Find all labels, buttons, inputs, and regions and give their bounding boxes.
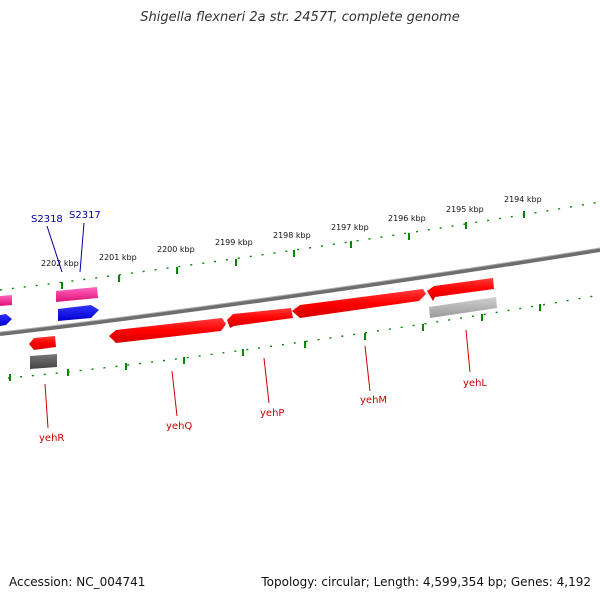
kbp-label: 2199 kbp [215,238,253,247]
feature-blue-left [0,314,12,326]
kbp-label: 2194 kbp [504,195,542,204]
gene-label-yehQ: yehQ [166,421,192,432]
gene-yehL-arrow [427,278,494,301]
genome-backbone-highlight [0,247,600,333]
map-title: Shigella flexneri 2a str. 2457T, complet… [140,10,460,25]
kbp-label: 2195 kbp [446,205,484,214]
leader-lines-blue [46,222,85,273]
gene-yehP-arrow [227,308,293,328]
gene-yehM-arrow [292,289,426,318]
gene-label-yehL: yehL [463,378,487,389]
kbp-label: 2196 kbp [388,214,426,223]
feature-pink-s2317 [56,287,98,302]
feature-blue-s2318 [58,305,99,321]
inner-tick-track [7,294,600,379]
kbp-label: 2197 kbp [331,223,369,232]
kbp-label: 2202 kbp [41,259,79,268]
gene-label-S2318: S2318 [31,214,63,225]
kbp-label: 2200 kbp [157,245,195,254]
inner-major-ticks [9,304,541,381]
kbp-label: 2201 kbp [99,253,137,262]
genome-backbone [0,248,600,336]
accession-text: Accession: NC_004741 [9,575,146,589]
gene-label-S2317: S2317 [69,210,101,221]
feature-darkgray-yehR [30,354,57,369]
leader-lines-red [44,329,471,429]
gene-yehR-arrow [29,336,56,350]
gene-yehQ-arrow [109,318,226,343]
feature-gray-yehL [429,297,497,318]
gene-label-yehP: yehP [260,408,284,419]
kbp-label: 2198 kbp [273,231,311,240]
genome-summary-text: Topology: circular; Length: 4,599,354 bp… [261,575,591,589]
gene-label-yehM: yehM [360,395,387,406]
feature-pink-left [0,295,12,306]
gene-label-yehR: yehR [39,433,64,444]
outer-major-ticks [61,211,525,289]
